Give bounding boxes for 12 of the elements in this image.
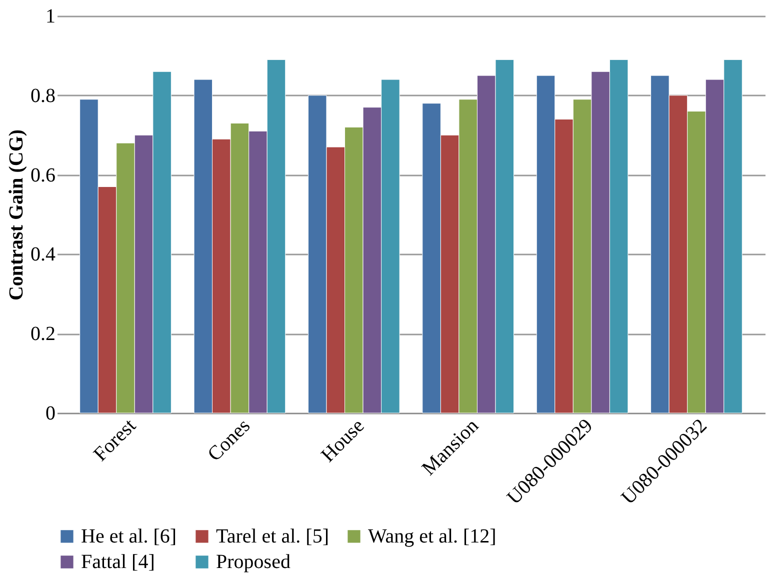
y-tick-label: 1 xyxy=(46,6,56,28)
y-tick-label: 0.2 xyxy=(30,323,56,346)
y-tick-label: 0.4 xyxy=(30,244,56,266)
legend-label: Fattal [4] xyxy=(81,551,155,573)
y-tick-label: 0.6 xyxy=(30,164,56,186)
legend-label: Wang et al. [12] xyxy=(368,525,496,548)
y-axis-title: Contrast Gain (CG) xyxy=(6,129,28,301)
legend-label: He et al. [6] xyxy=(81,525,177,548)
legend-label: Proposed xyxy=(216,551,290,573)
y-tick-label: 0 xyxy=(46,402,56,424)
y-tick-label: 0.8 xyxy=(30,84,56,107)
legend-label: Tarel et al. [5] xyxy=(216,525,329,548)
